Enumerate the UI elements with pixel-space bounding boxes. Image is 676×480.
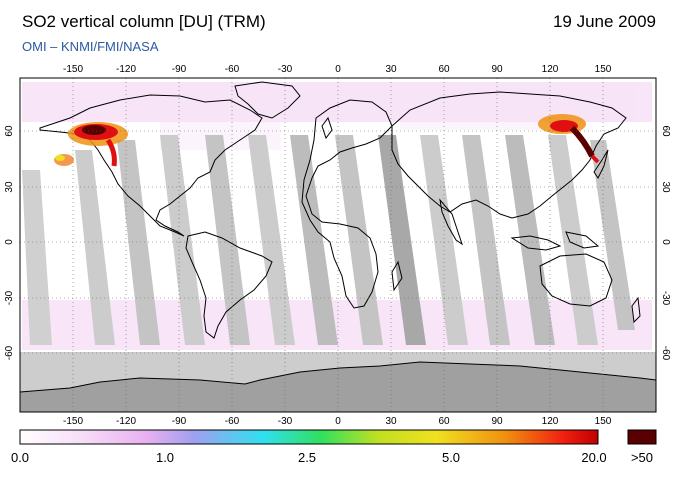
map-frame: [19, 77, 657, 413]
lon-label: 120: [542, 416, 559, 427]
lon-label: 0: [335, 64, 341, 75]
colorbar: [19, 429, 599, 445]
lon-labels-bottom: -150 -120 -90 -60 -30 0 30 60 90 120 150: [63, 416, 612, 427]
lon-label: 90: [491, 64, 503, 75]
swath-gaps: [22, 135, 635, 345]
lon-label: -120: [116, 416, 136, 427]
lon-label: -60: [225, 416, 240, 427]
lon-label: -30: [278, 64, 293, 75]
lon-label: 150: [595, 416, 612, 427]
lon-label: -90: [172, 416, 187, 427]
lon-label: 30: [385, 416, 397, 427]
so2-plume-kamchatka: [538, 114, 600, 164]
colorbar-label: 5.0: [441, 450, 461, 465]
coastlines: [39, 81, 641, 339]
lat-label: -60: [4, 345, 15, 360]
colorbar-label-overflow: >50: [630, 450, 654, 465]
lon-label: 90: [491, 416, 503, 427]
lon-label: 60: [438, 416, 450, 427]
lon-label: -60: [225, 64, 240, 75]
lat-label: 60: [4, 125, 15, 137]
colorbar-label: 2.5: [297, 450, 317, 465]
colorbar-label: 20.0: [581, 450, 607, 465]
lat-label: 0: [660, 239, 671, 245]
colorbar-label: 0.0: [10, 450, 30, 465]
so2-plume-alaska: [54, 122, 128, 167]
colorbar-overflow-swatch: [627, 429, 657, 445]
lat-label: -30: [4, 290, 15, 305]
lon-label: 30: [385, 64, 397, 75]
map-credit: OMI – KNMI/FMI/NASA: [22, 39, 159, 54]
lon-label: -120: [116, 64, 136, 75]
lat-labels-left: 60 30 0 -30 -60: [4, 125, 15, 360]
lon-label: -150: [63, 416, 83, 427]
lat-labels-right: 60 30 0 -30 -60: [660, 125, 671, 360]
lat-label: 60: [660, 125, 671, 137]
lon-label: 0: [335, 416, 341, 427]
map-title: SO2 vertical column [DU] (TRM): [22, 12, 266, 31]
lon-label: -90: [172, 64, 187, 75]
lon-label: 60: [438, 64, 450, 75]
lat-label: 30: [4, 181, 15, 193]
colorbar-label: 1.0: [155, 450, 175, 465]
lon-label: -30: [278, 416, 293, 427]
lon-label: 150: [595, 64, 612, 75]
lat-label: -60: [660, 346, 671, 361]
lat-label: 30: [660, 181, 671, 193]
lat-label: 0: [4, 239, 15, 245]
map-date: 19 June 2009: [552, 12, 656, 31]
lat-label: -30: [660, 291, 671, 306]
lon-label: -150: [63, 64, 83, 75]
lon-labels-top: -150 -120 -90 -60 -30 0 30 60 90 120 150: [63, 64, 612, 75]
lon-label: 120: [542, 64, 559, 75]
